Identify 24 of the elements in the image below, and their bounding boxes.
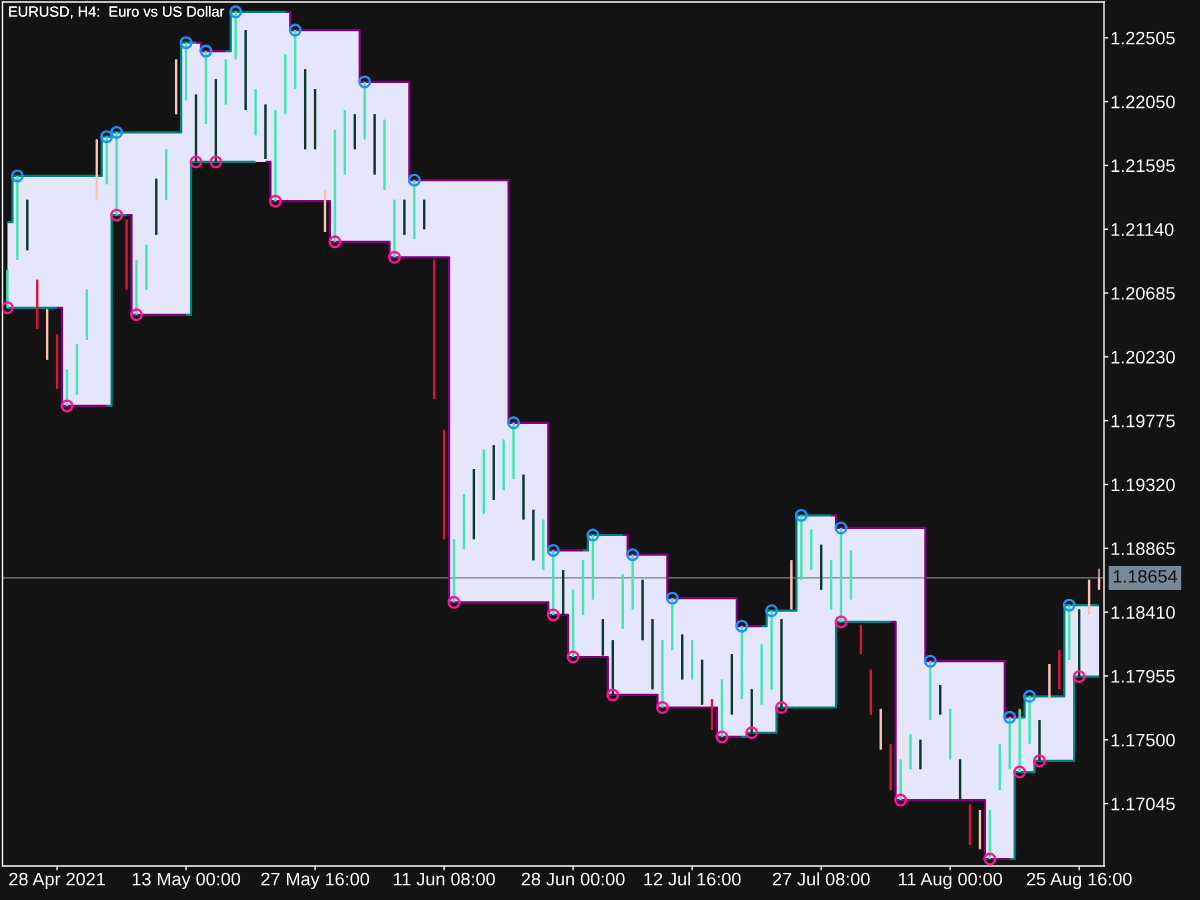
x-tick-label: 11 Jun 08:00 [393,872,495,886]
y-tick-label: 1.19775 [1111,414,1175,428]
chart-title: EURUSD, H4: Euro vs US Dollar [9,6,225,19]
y-tick-label: 1.18410 [1111,606,1175,619]
y-tick-label: 1.19320 [1111,478,1175,492]
x-tick-label: 11 Aug 00:00 [899,872,1003,890]
x-tick-label: 27 May 16:00 [261,872,370,890]
x-tick-label: 28 Apr 2021 [9,872,105,890]
x-tick-label: 13 May 00:00 [132,872,241,890]
y-tick-label: 1.20685 [1111,286,1175,300]
x-tick-label: 27 Jul 08:00 [772,872,870,886]
y-tick-label: 1.18865 [1111,542,1175,556]
y-tick-label: 1.17500 [1111,733,1175,747]
y-tick-label: 1.20230 [1111,350,1175,364]
y-tick-label: 1.17045 [1111,797,1175,811]
ref-line-label: 1.18654 [1113,569,1178,583]
y-tick-label: 1.22505 [1111,31,1175,45]
y-tick-label: 1.22050 [1111,95,1175,109]
y-tick-label: 1.21595 [1111,159,1175,173]
x-tick-label: 12 Jul 16:00 [644,872,741,886]
y-tick-label: 1.21140 [1111,223,1174,236]
x-tick-label: 25 Aug 16:00 [1026,872,1132,890]
y-tick-label: 1.17955 [1111,669,1175,683]
x-tick-label: 28 Jun 00:00 [521,872,625,886]
